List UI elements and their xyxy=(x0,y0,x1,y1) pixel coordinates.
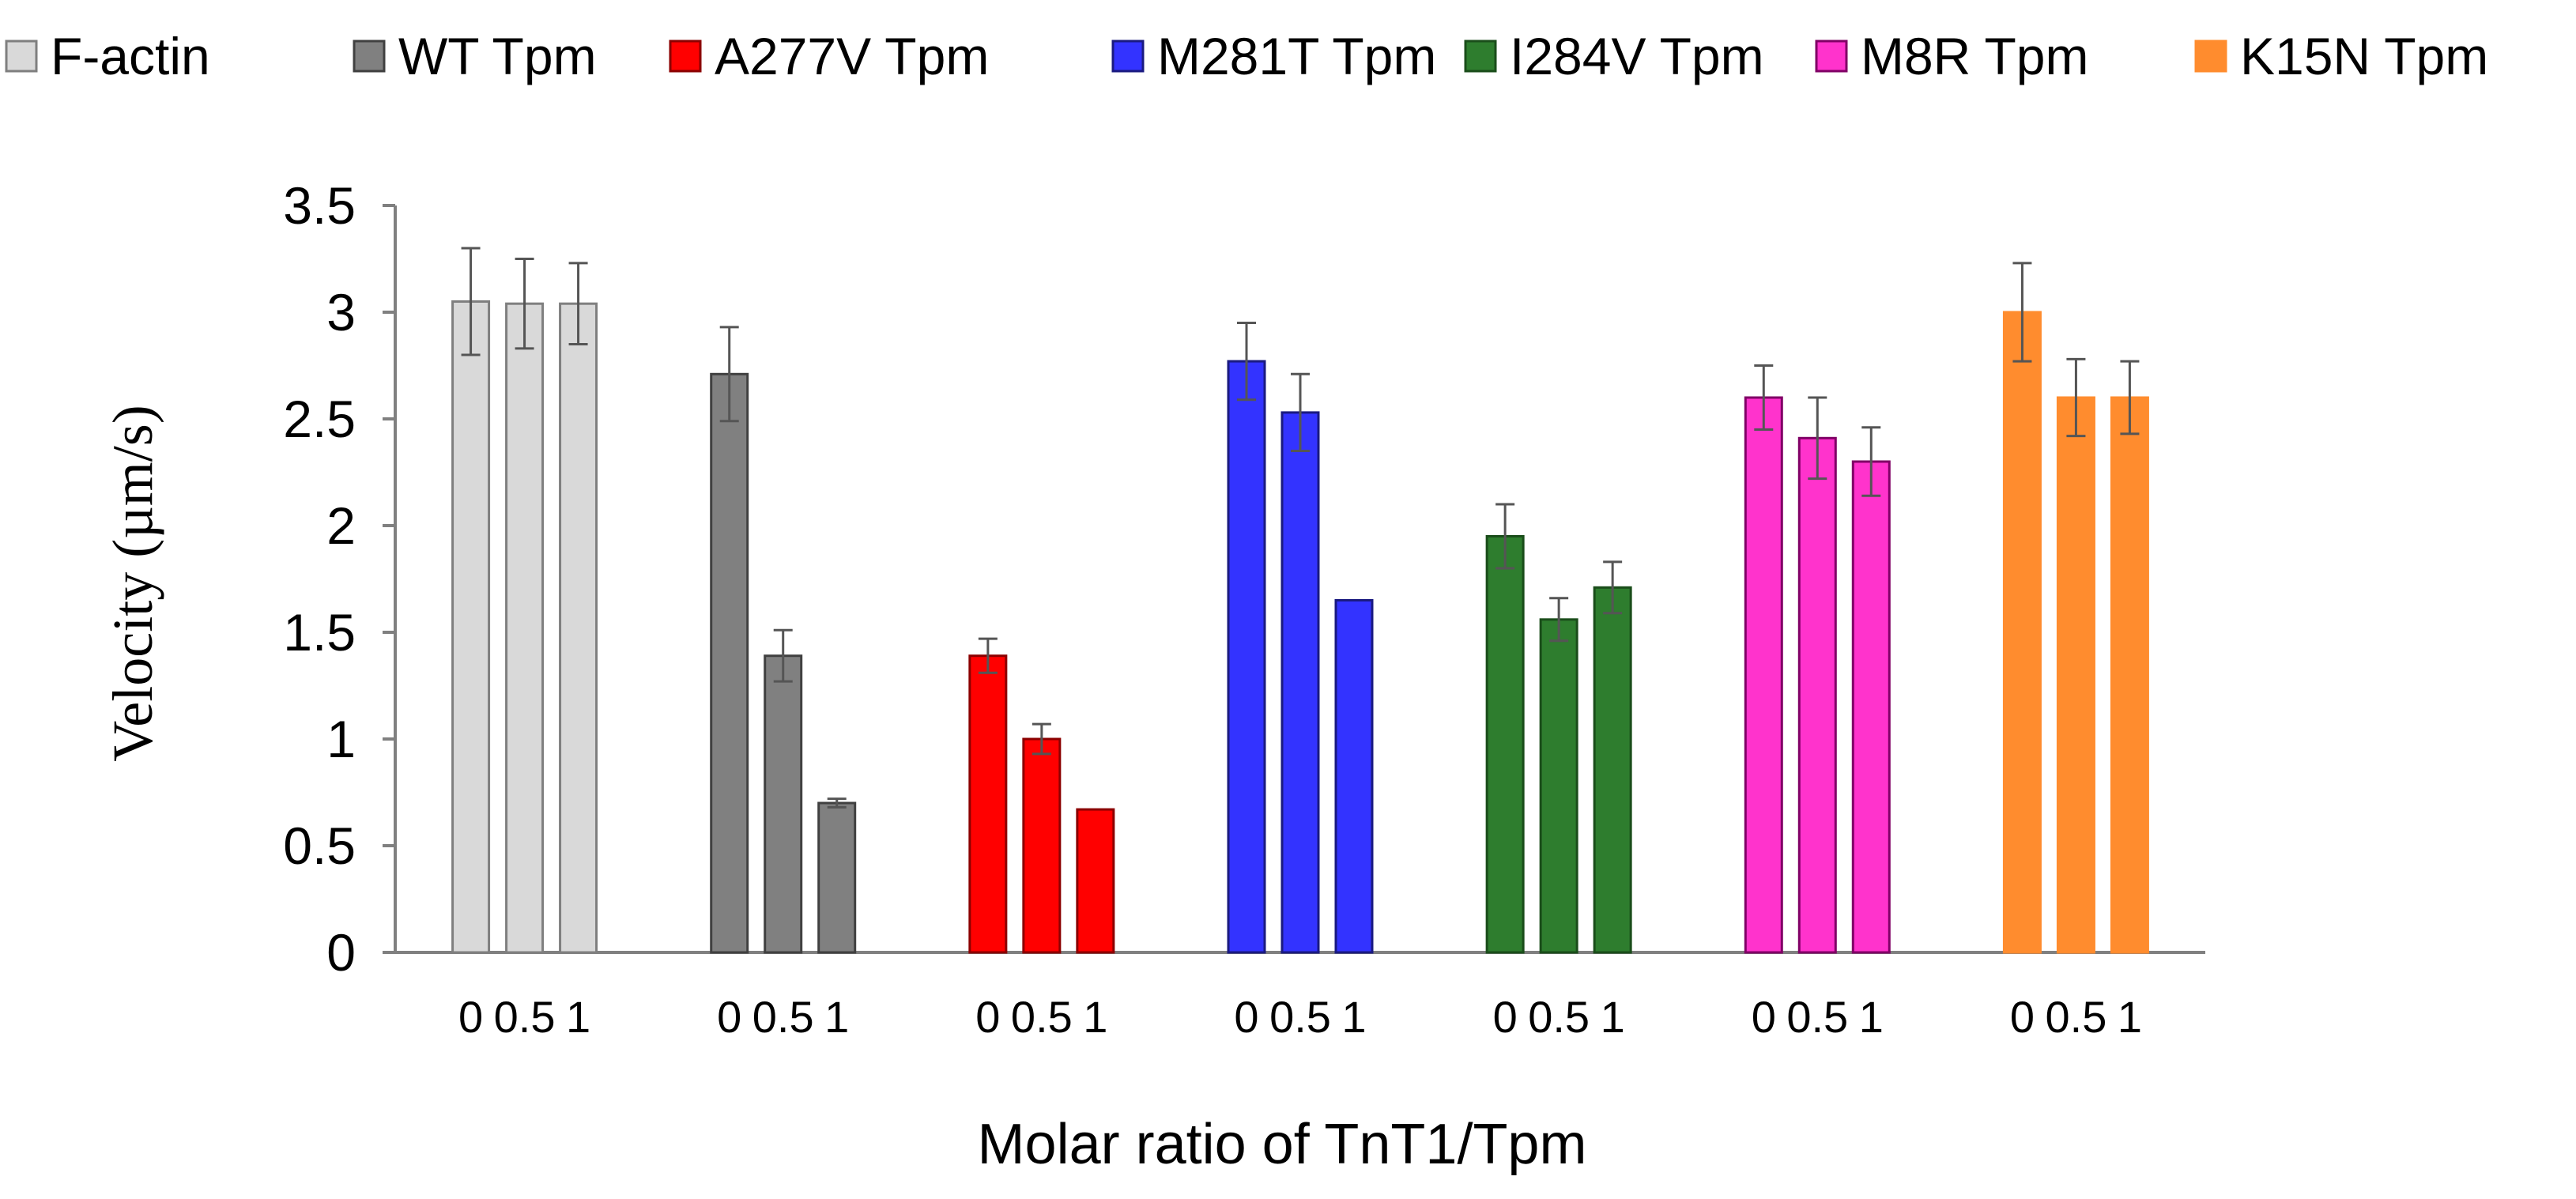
legend-label-m281t-tpm: M281T Tpm xyxy=(1157,27,1436,85)
bars xyxy=(451,300,2149,954)
x-axis-title: Molar ratio of TnT1/Tpm xyxy=(978,1113,1587,1176)
x-tick-label: 1 xyxy=(566,992,590,1042)
bar-k15n-tpm-1 xyxy=(2002,311,2042,954)
bar-m281t-tpm-3 xyxy=(1334,599,1374,954)
legend-swatch-m281t-tpm xyxy=(1111,40,1145,73)
bar-wt-tpm-1 xyxy=(710,372,749,954)
x-tick-label: 1 xyxy=(1341,992,1366,1042)
legend-swatch-a277v-tpm xyxy=(669,40,702,73)
x-tick-label: 1 xyxy=(1601,992,1625,1042)
x-tick-label: 0 xyxy=(975,992,1000,1042)
x-tick-label: 0.5 xyxy=(1528,992,1590,1042)
x-tick-label: 1 xyxy=(824,992,849,1042)
y-tick-label: 1 xyxy=(326,710,356,768)
bar-a277v-tpm-3 xyxy=(1076,808,1115,954)
bar-m8r-tpm-2 xyxy=(1797,436,1837,954)
x-tick-label: 0 xyxy=(2010,992,2035,1042)
x-tick-label: 0.5 xyxy=(494,992,556,1042)
legend-swatch-m8r-tpm xyxy=(1815,40,1848,73)
y-tick-label: 3 xyxy=(326,283,356,341)
legend-swatch-i284v-tpm xyxy=(1464,40,1497,73)
x-tick-label: 1 xyxy=(1859,992,1884,1042)
x-tick-label: 0 xyxy=(717,992,741,1042)
y-tick-label: 0 xyxy=(326,923,356,982)
x-tick-label: 0.5 xyxy=(1011,992,1073,1042)
x-tick-label: 0 xyxy=(1234,992,1258,1042)
bar-m281t-tpm-1 xyxy=(1227,360,1266,954)
bar-a277v-tpm-2 xyxy=(1022,737,1062,954)
x-tick-label: 0.5 xyxy=(2045,992,2106,1042)
x-tick-labels: 0 0.5 1 0 0.5 1 0 0.5 1 0 0.5 1 0 0.5 1 0 0.5 1 0 0.5 1 xyxy=(458,992,2142,1042)
x-tick-label: 0 xyxy=(1493,992,1518,1042)
legend-label-m8r-tpm: M8R Tpm xyxy=(1861,27,2089,85)
bar-m281t-tpm-2 xyxy=(1280,411,1320,954)
y-axis: 0 0.5 1 1.5 2 2.5 3 3.5 xyxy=(283,176,397,982)
bar-m8r-tpm-1 xyxy=(1744,396,1783,954)
y-tick-label: 2 xyxy=(326,496,356,555)
bar-f-actin-2 xyxy=(505,302,545,954)
x-tick-label: 1 xyxy=(2118,992,2142,1042)
y-tick-label: 2.5 xyxy=(283,390,356,448)
x-tick-label: 0.5 xyxy=(1269,992,1331,1042)
bar-m8r-tpm-3 xyxy=(1851,460,1891,954)
legend-label-k15n-tpm: K15N Tpm xyxy=(2240,27,2488,85)
y-axis-title: Velocity (µm/s) xyxy=(101,405,164,761)
bar-k15n-tpm-2 xyxy=(2056,396,2095,954)
y-tick-label: 0.5 xyxy=(283,816,356,875)
bar-i284v-tpm-1 xyxy=(1485,535,1525,954)
x-tick-label: 0 xyxy=(1752,992,1776,1042)
bar-wt-tpm-3 xyxy=(817,801,857,954)
y-tick-label: 1.5 xyxy=(283,603,356,662)
error-bars xyxy=(461,247,2140,809)
x-tick-label: 0.5 xyxy=(1786,992,1848,1042)
legend-label-i284v-tpm: I284V Tpm xyxy=(1510,27,1764,85)
bar-f-actin-1 xyxy=(451,300,491,954)
legend-label-f-actin: F-actin xyxy=(51,27,210,85)
legend-swatch-wt-tpm xyxy=(353,40,386,73)
legend-label-a277v-tpm: A277V Tpm xyxy=(715,27,989,85)
x-tick-label: 1 xyxy=(1083,992,1107,1042)
bar-i284v-tpm-3 xyxy=(1593,586,1632,954)
legend: F-actin WT Tpm A277V Tpm M281T Tpm I284V Tpm… xyxy=(5,27,2488,85)
y-tick-label: 3.5 xyxy=(283,176,356,235)
legend-label-wt-tpm: WT Tpm xyxy=(398,27,597,85)
bar-wt-tpm-2 xyxy=(764,654,803,954)
bar-a277v-tpm-1 xyxy=(968,654,1008,954)
bar-i284v-tpm-2 xyxy=(1539,618,1578,954)
x-tick-label: 0.5 xyxy=(752,992,814,1042)
legend-swatch-k15n-tpm xyxy=(2194,40,2227,73)
bar-k15n-tpm-3 xyxy=(2110,396,2149,954)
bar-f-actin-3 xyxy=(559,302,598,954)
legend-swatch-f-actin xyxy=(5,40,38,73)
x-tick-label: 0 xyxy=(458,992,483,1042)
